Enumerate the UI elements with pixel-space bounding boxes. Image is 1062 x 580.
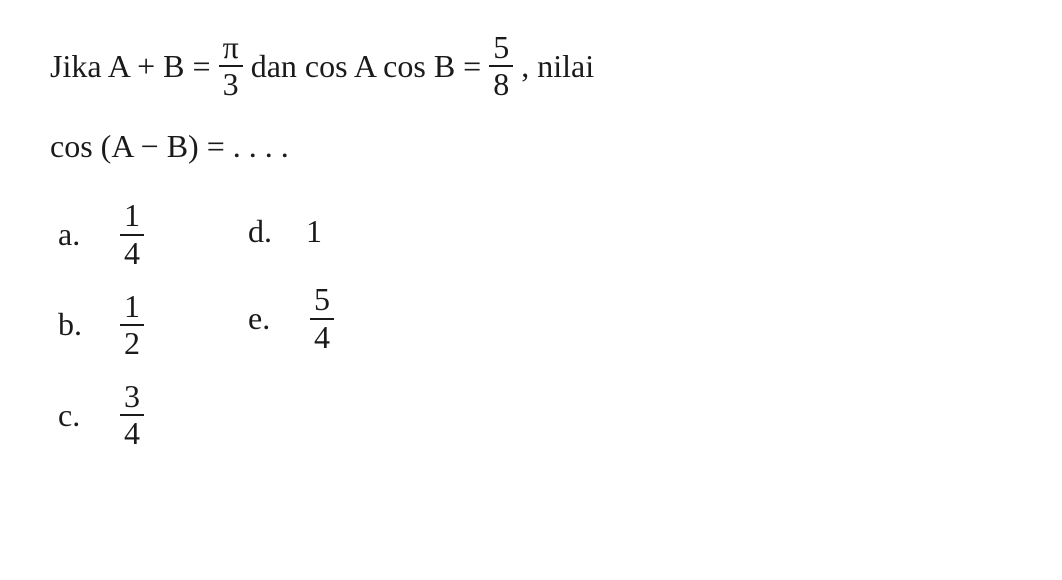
option-b-value: 1 2 [116, 289, 148, 361]
frac1-denominator: 3 [219, 67, 243, 102]
option-d-value: 1 [306, 213, 322, 250]
option-b-label: b. [58, 306, 88, 343]
option-b-num: 1 [120, 289, 144, 326]
options-column-left: a. 1 4 b. 1 2 c. 3 4 [58, 198, 148, 451]
option-a-fraction: 1 4 [120, 198, 144, 270]
option-e: e. 5 4 [248, 282, 338, 354]
option-a-label: a. [58, 216, 88, 253]
option-e-fraction: 5 4 [310, 282, 334, 354]
question-prefix: Jika A + B = [50, 34, 211, 98]
question-block: Jika A + B = π 3 dan cos A cos B = 5 8 ,… [50, 30, 1012, 178]
option-a-den: 4 [120, 236, 144, 271]
options-column-right: d. 1 e. 5 4 [248, 198, 338, 451]
option-e-den: 4 [310, 320, 334, 355]
option-e-label: e. [248, 300, 278, 337]
fraction-pi-3: π 3 [219, 30, 243, 102]
option-b-fraction: 1 2 [120, 289, 144, 361]
option-c-num: 3 [120, 379, 144, 416]
frac1-numerator: π [219, 30, 243, 67]
option-c-den: 4 [120, 416, 144, 451]
option-c: c. 3 4 [58, 379, 148, 451]
question-suffix: , nilai [521, 34, 594, 98]
option-c-label: c. [58, 397, 88, 434]
option-b: b. 1 2 [58, 289, 148, 361]
option-b-den: 2 [120, 326, 144, 361]
option-a: a. 1 4 [58, 198, 148, 270]
question-expression: cos (A − B) = . . . . [50, 114, 289, 178]
option-d: d. 1 [248, 198, 338, 264]
option-d-label: d. [248, 213, 278, 250]
option-e-num: 5 [310, 282, 334, 319]
question-line-2: cos (A − B) = . . . . [50, 114, 1012, 178]
option-c-value: 3 4 [116, 379, 148, 451]
options-container: a. 1 4 b. 1 2 c. 3 4 [50, 198, 1012, 451]
option-a-num: 1 [120, 198, 144, 235]
fraction-5-8: 5 8 [489, 30, 513, 102]
question-mid: dan cos A cos B = [251, 34, 481, 98]
frac2-denominator: 8 [489, 67, 513, 102]
option-a-value: 1 4 [116, 198, 148, 270]
option-e-value: 5 4 [306, 282, 338, 354]
option-c-fraction: 3 4 [120, 379, 144, 451]
frac2-numerator: 5 [489, 30, 513, 67]
question-line-1: Jika A + B = π 3 dan cos A cos B = 5 8 ,… [50, 30, 1012, 102]
